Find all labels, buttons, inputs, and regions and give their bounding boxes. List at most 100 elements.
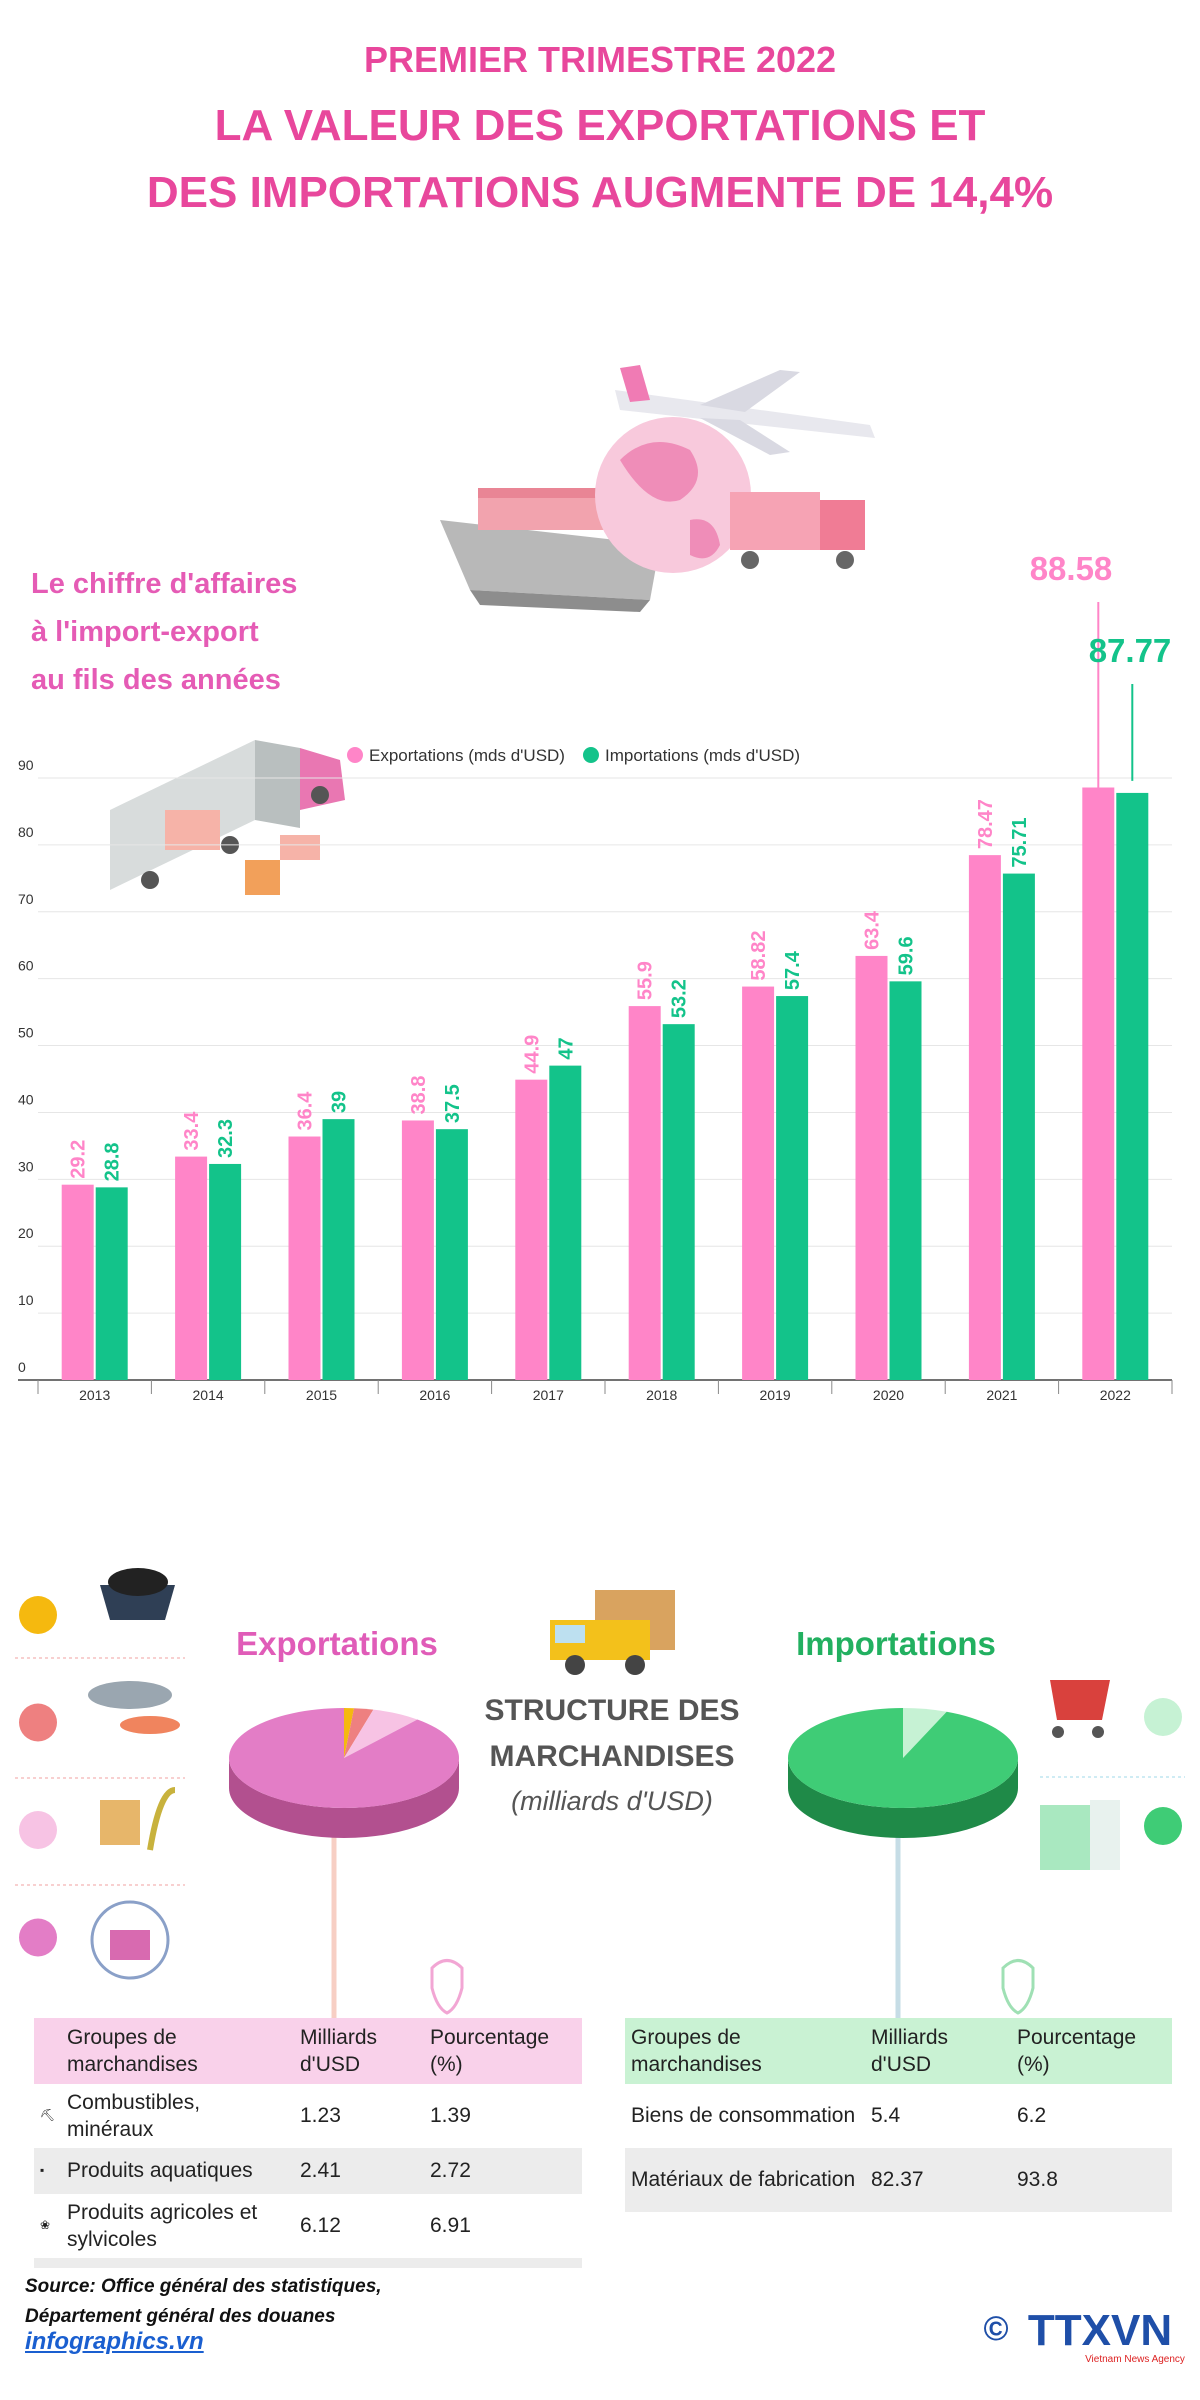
table-row: Biens de consommation 5.4 6.2 (625, 2084, 1172, 2148)
bar (662, 1024, 695, 1380)
value-label: 39 (329, 1091, 351, 1113)
value-label: 87.77 (1089, 632, 1172, 669)
source-line: Source: Office général des statistiques, (25, 2276, 382, 2297)
cell: 6.2 (1017, 2104, 1047, 2128)
value-label: 57.4 (782, 950, 804, 990)
table-row: Matériaux de fabrication 82.37 93.8 (625, 2148, 1172, 2212)
logo-symbol: © (983, 2310, 1008, 2348)
value-label: 53.2 (669, 979, 691, 1018)
cell: 1.39 (430, 2104, 471, 2128)
bar (435, 1129, 468, 1380)
value-label: 58.82 (748, 930, 770, 980)
bar (776, 996, 809, 1380)
cell: Produits aquatiques (61, 2148, 294, 2194)
value-label: 75.71 (1009, 818, 1031, 868)
y-tick-label: 30 (18, 1158, 34, 1174)
bar (61, 1184, 94, 1380)
value-label: 33.4 (181, 1111, 203, 1151)
value-label: 28.8 (102, 1142, 124, 1181)
value-label: 78.47 (975, 799, 997, 849)
pie-slice (344, 1709, 418, 1758)
category-swatch (19, 1811, 57, 1849)
title-line: PREMIER TRIMESTRE 2022 (364, 39, 836, 80)
header-cell: Pourcentage (%) (424, 2018, 582, 2084)
cell: Biens de consommation (631, 2104, 856, 2128)
illustration (440, 365, 875, 612)
table-cut-row (34, 2258, 582, 2268)
y-tick-label: 50 (18, 1025, 34, 1041)
x-tick-label: 2016 (419, 1387, 450, 1403)
x-tick-label: 2017 (533, 1387, 564, 1403)
category-swatch (19, 1703, 57, 1742)
bar (628, 1006, 661, 1380)
bar (515, 1079, 548, 1380)
pie-title: Importations (796, 1625, 996, 1662)
cell: 1.23 (300, 2104, 341, 2128)
pie-slice (344, 1708, 355, 1758)
pie-side (229, 1758, 459, 1838)
cell: Produits agricoles et sylvicoles (67, 2200, 258, 2251)
x-tick-label: 2021 (986, 1387, 1017, 1403)
x-tick-label: 2022 (1100, 1387, 1131, 1403)
y-tick-label: 80 (18, 824, 34, 840)
bar (288, 1136, 321, 1380)
hand-icon (430, 1959, 464, 2015)
header-cell: Milliards d'USD (294, 2018, 424, 2084)
y-tick-label: 60 (18, 958, 34, 974)
category-swatch (1144, 1807, 1182, 1845)
category-swatch (19, 1918, 57, 1957)
chart-title: à l'import-export (31, 616, 259, 648)
legend-label: Exportations (mds d'USD) (369, 746, 565, 765)
header-cell: Pourcentage (%) (1011, 2018, 1172, 2084)
category-swatch (1144, 1698, 1182, 1736)
logo-name: TTXVN (1028, 2306, 1172, 2355)
structure-title: STRUCTURE DES (484, 1694, 739, 1727)
category-icons (88, 1568, 1120, 1980)
chart-title: Le chiffre d'affaires (31, 568, 297, 600)
illustration-truck (110, 740, 345, 895)
site-link[interactable]: infographics.vn (25, 2328, 204, 2355)
value-label: 44.9 (521, 1035, 543, 1074)
cell: 93.8 (1011, 2148, 1172, 2212)
hand-icon (1001, 1959, 1035, 2015)
pie-side (788, 1758, 1018, 1838)
value-label: 55.9 (635, 961, 657, 1000)
header-cell: Milliards d'USD (865, 2018, 1011, 2084)
cell: 6.12 (300, 2214, 341, 2238)
y-tick-label: 70 (18, 891, 34, 907)
import-table: Groupes de marchandises Milliards d'USD … (625, 2018, 1172, 2212)
header-cell: Groupes de marchandises (61, 2018, 294, 2084)
pie-slice (788, 1708, 1019, 1808)
pie-slice (344, 1708, 374, 1758)
pie-slice (229, 1708, 460, 1809)
logo-tagline: Vietnam News Agency (1085, 2354, 1185, 2365)
value-label: 29.2 (68, 1140, 90, 1179)
value-label: 88.58 (1030, 550, 1113, 587)
table-row: ▪ Produits aquatiques 2.41 2.72 (34, 2148, 582, 2194)
x-tick-label: 2015 (306, 1387, 337, 1403)
pie-slice (903, 1708, 947, 1758)
bar (175, 1156, 208, 1380)
x-tick-label: 2013 (79, 1387, 110, 1403)
pie-title: Exportations (236, 1625, 438, 1662)
structure-title: MARCHANDISES (489, 1740, 734, 1773)
bar (549, 1065, 582, 1380)
y-tick-label: 90 (18, 757, 34, 773)
header-cell: Groupes de marchandises (625, 2018, 865, 2084)
y-tick-label: 20 (18, 1225, 34, 1241)
table-row: ❀ Produits agricoles et sylvicoles 6.12 … (34, 2194, 582, 2258)
bar (1002, 873, 1035, 1380)
table-row: ⛏ Combustibles, minéraux 1.23 1.39 (34, 2084, 582, 2148)
value-label: 38.8 (408, 1076, 430, 1115)
x-tick-label: 2020 (873, 1387, 904, 1403)
cell: 6.91 (430, 2214, 471, 2238)
value-label: 32.3 (215, 1119, 237, 1158)
bar (889, 981, 922, 1380)
cell: 5.4 (871, 2104, 901, 2128)
structure-unit: (milliards d'USD) (511, 1786, 713, 1816)
bar (209, 1163, 242, 1380)
value-label: 36.4 (295, 1091, 317, 1131)
cell: 2.41 (294, 2148, 424, 2194)
